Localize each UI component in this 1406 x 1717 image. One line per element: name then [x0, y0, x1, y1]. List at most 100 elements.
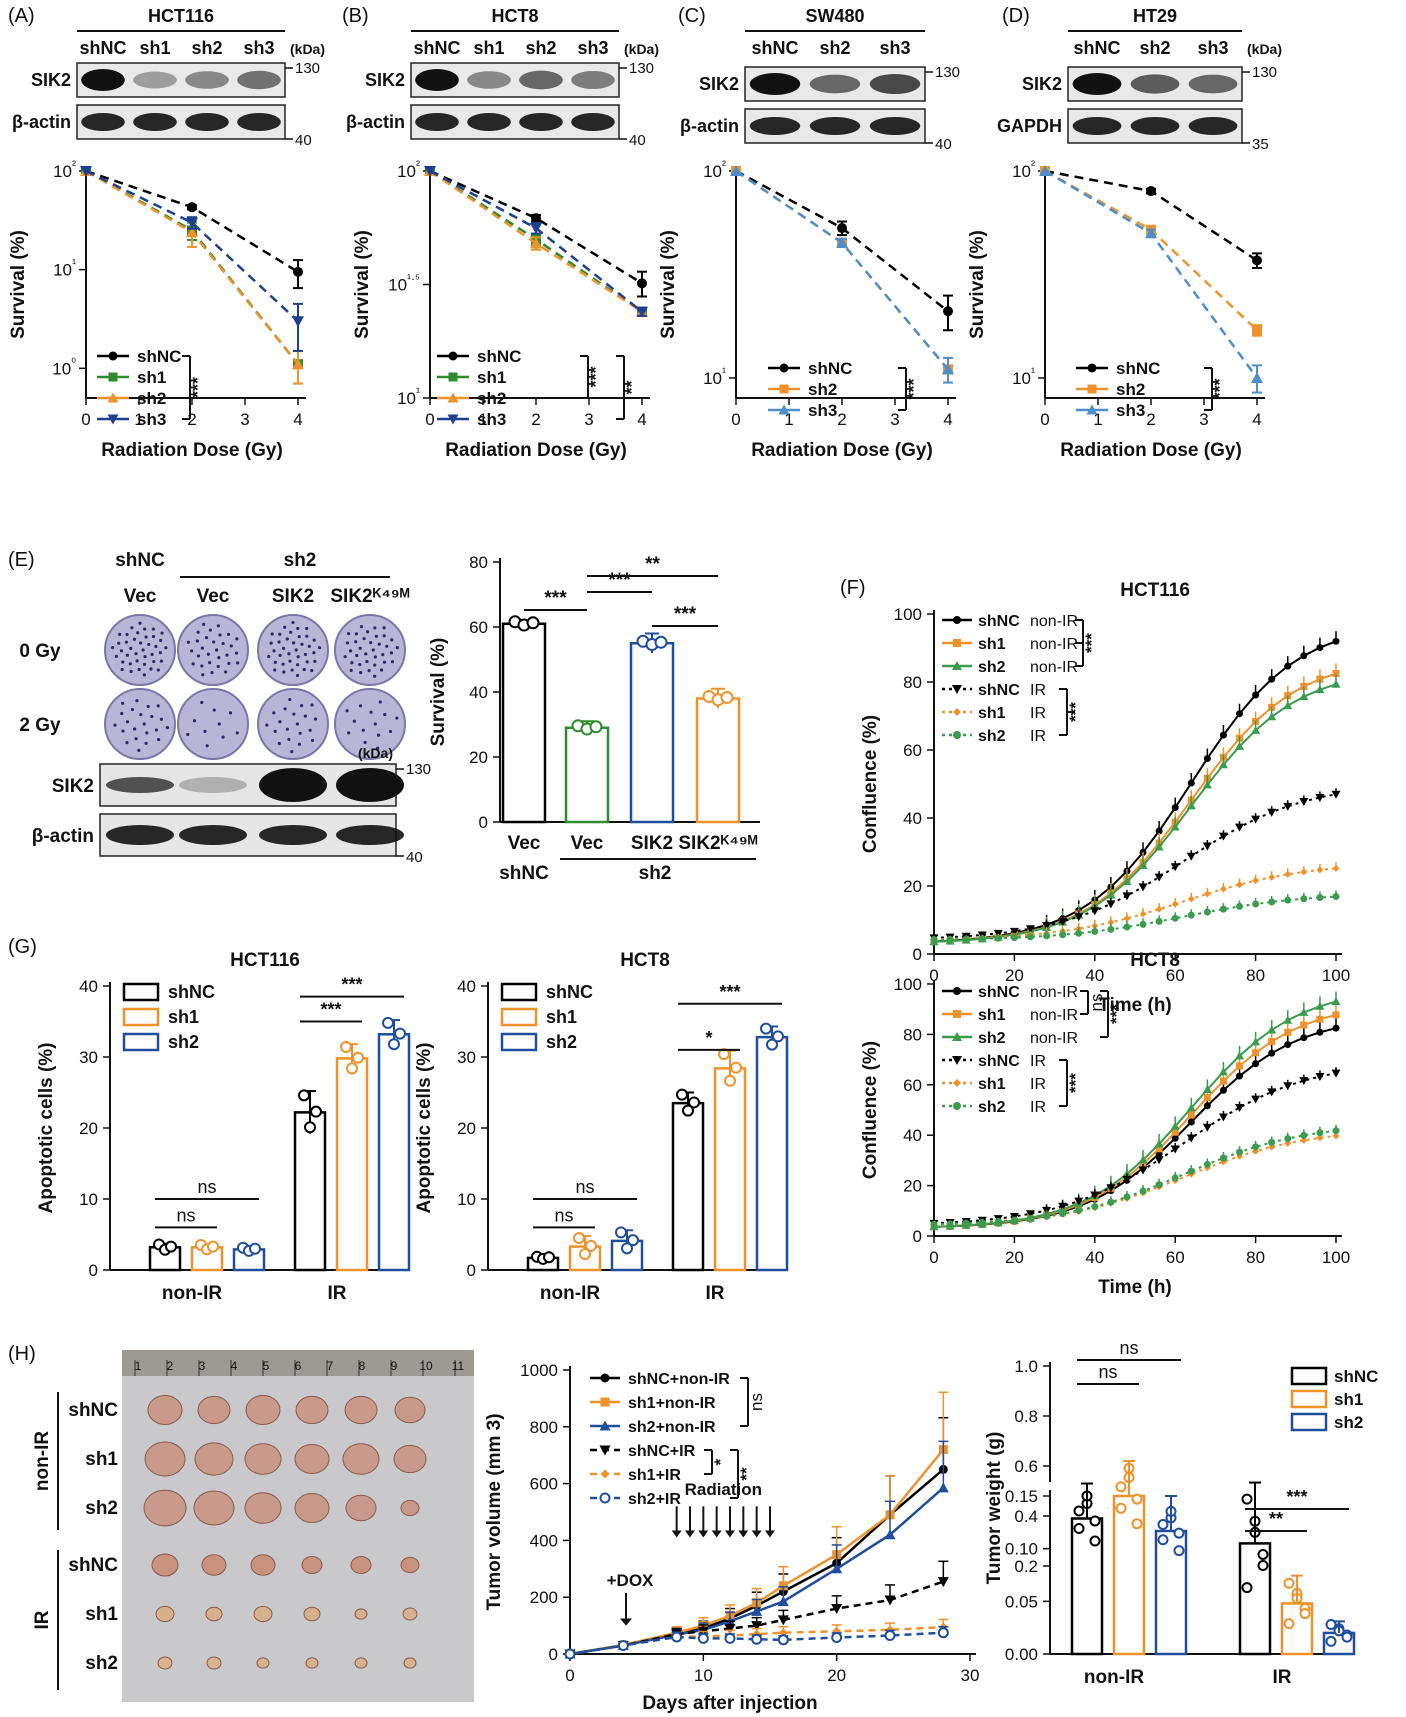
legend-marker: [779, 384, 789, 394]
legend-marker: [1087, 363, 1097, 373]
data-point: [1300, 1034, 1308, 1042]
colony-dot: [156, 737, 161, 742]
colony-dot: [385, 644, 389, 648]
significance-label: **: [645, 554, 660, 575]
colony-dot: [141, 648, 145, 652]
data-point: [930, 1220, 938, 1228]
data-point: [1219, 731, 1227, 739]
legend-swatch: [1290, 1412, 1328, 1432]
data-point: [1236, 881, 1244, 889]
colony-dot: [363, 740, 367, 745]
colony-dot: [203, 729, 207, 733]
blot-band: [185, 71, 229, 89]
data-point: [1284, 896, 1292, 904]
data-point: [777, 1615, 789, 1626]
data-point: [424, 166, 436, 177]
colony-dot: [186, 640, 190, 644]
colony-dot: [221, 641, 225, 646]
x-tick-label: 60: [1166, 966, 1185, 985]
data-point: [1299, 692, 1309, 701]
x-tick-label: 0: [731, 410, 740, 429]
colony-dot: [152, 659, 156, 664]
colony-dot: [288, 659, 292, 663]
series-line-sh2: [85, 169, 299, 366]
replicate-point: [573, 1232, 585, 1245]
data-point: [1316, 894, 1324, 902]
legend-text: sh1: [978, 705, 1006, 722]
data-point: [831, 1563, 843, 1574]
x-category-label: IR: [328, 1283, 347, 1304]
data-point: [1236, 1148, 1244, 1156]
y-tick-label: 1.0: [1014, 1357, 1038, 1376]
legend-text: shNC+IR: [628, 1443, 696, 1460]
lane-label: sh1: [139, 38, 170, 58]
data-point: [1026, 1214, 1034, 1222]
blot-band: [749, 73, 801, 95]
lane-label: sh3: [879, 38, 910, 58]
y-tick-label: 200: [530, 1588, 558, 1607]
colony-dot: [379, 668, 384, 672]
colony-dot: [307, 644, 311, 648]
blot-panel-(C): shNC sh2 sh3 SIK2 130 β-actin 40: [680, 30, 960, 153]
data-point: [884, 1630, 896, 1642]
colony-dot: [120, 667, 124, 672]
colony-plate: [104, 614, 176, 686]
legend-marker: [1086, 404, 1098, 415]
y-tick-label: 10⁰: [52, 355, 76, 378]
data-point: [1235, 823, 1245, 832]
legend: shNC sh1 sh2: [122, 982, 215, 1052]
data-point: [1202, 780, 1212, 789]
series-line-sh3: [735, 169, 949, 371]
colony-dot: [151, 634, 156, 639]
significance-label: ns: [197, 1177, 216, 1197]
x-tick-label: 3: [584, 410, 593, 429]
x-category-label: non-IR: [162, 1283, 222, 1304]
colony-dot: [158, 651, 162, 655]
colony-dot: [390, 638, 394, 642]
data-point: [1300, 1136, 1308, 1144]
data-point: [1268, 873, 1276, 881]
data-point: [1284, 1041, 1292, 1049]
tumor: [294, 1493, 330, 1523]
legend: shNC sh1 sh2 sh3 ***: [97, 347, 208, 429]
tumor: [305, 1657, 319, 1669]
data-point: [1155, 1181, 1163, 1189]
series-line: [569, 1486, 945, 1656]
blot-band: [869, 117, 921, 135]
legend-text: sh1: [1334, 1390, 1363, 1409]
y-tick-label: 0: [913, 1227, 922, 1246]
colony-dot: [138, 621, 142, 625]
data-point: [942, 363, 954, 375]
colony-dot: [144, 635, 148, 639]
significance-label: ns: [1098, 1362, 1117, 1382]
y-tick-label: 10²: [53, 158, 76, 181]
x-tick-label: 0: [425, 410, 434, 429]
data-point: [1058, 918, 1068, 927]
data-point: [1107, 925, 1115, 933]
data-point: [1009, 927, 1019, 936]
tumor: [354, 1608, 368, 1620]
bar: [629, 642, 675, 824]
arrow-head: [725, 1530, 735, 1538]
colony-dot: [235, 637, 239, 641]
significance-label: ns: [747, 1393, 766, 1411]
data-point: [1316, 1028, 1324, 1036]
colony-dot: [365, 659, 369, 664]
x-tick-label: 60: [1166, 1248, 1185, 1267]
colony-dot: [218, 633, 222, 637]
legend: shNC sh1 sh2: [500, 982, 593, 1052]
data-point: [530, 223, 542, 235]
tumor: [350, 1556, 372, 1574]
blot-band: [1130, 117, 1180, 135]
replicate-point: [310, 1105, 322, 1118]
colony-dot: [354, 640, 358, 644]
data-point: [1187, 779, 1195, 787]
y-tick-label: 0.8: [1014, 1407, 1038, 1426]
legend-marker: [953, 1010, 961, 1018]
legend-text: sh3: [137, 410, 166, 429]
colony-dot: [130, 707, 135, 712]
legend-marker: [952, 685, 962, 694]
legend-text: sh1+IR: [628, 1467, 681, 1484]
data-point: [1235, 1051, 1245, 1060]
replicate-point: [1157, 1534, 1169, 1546]
